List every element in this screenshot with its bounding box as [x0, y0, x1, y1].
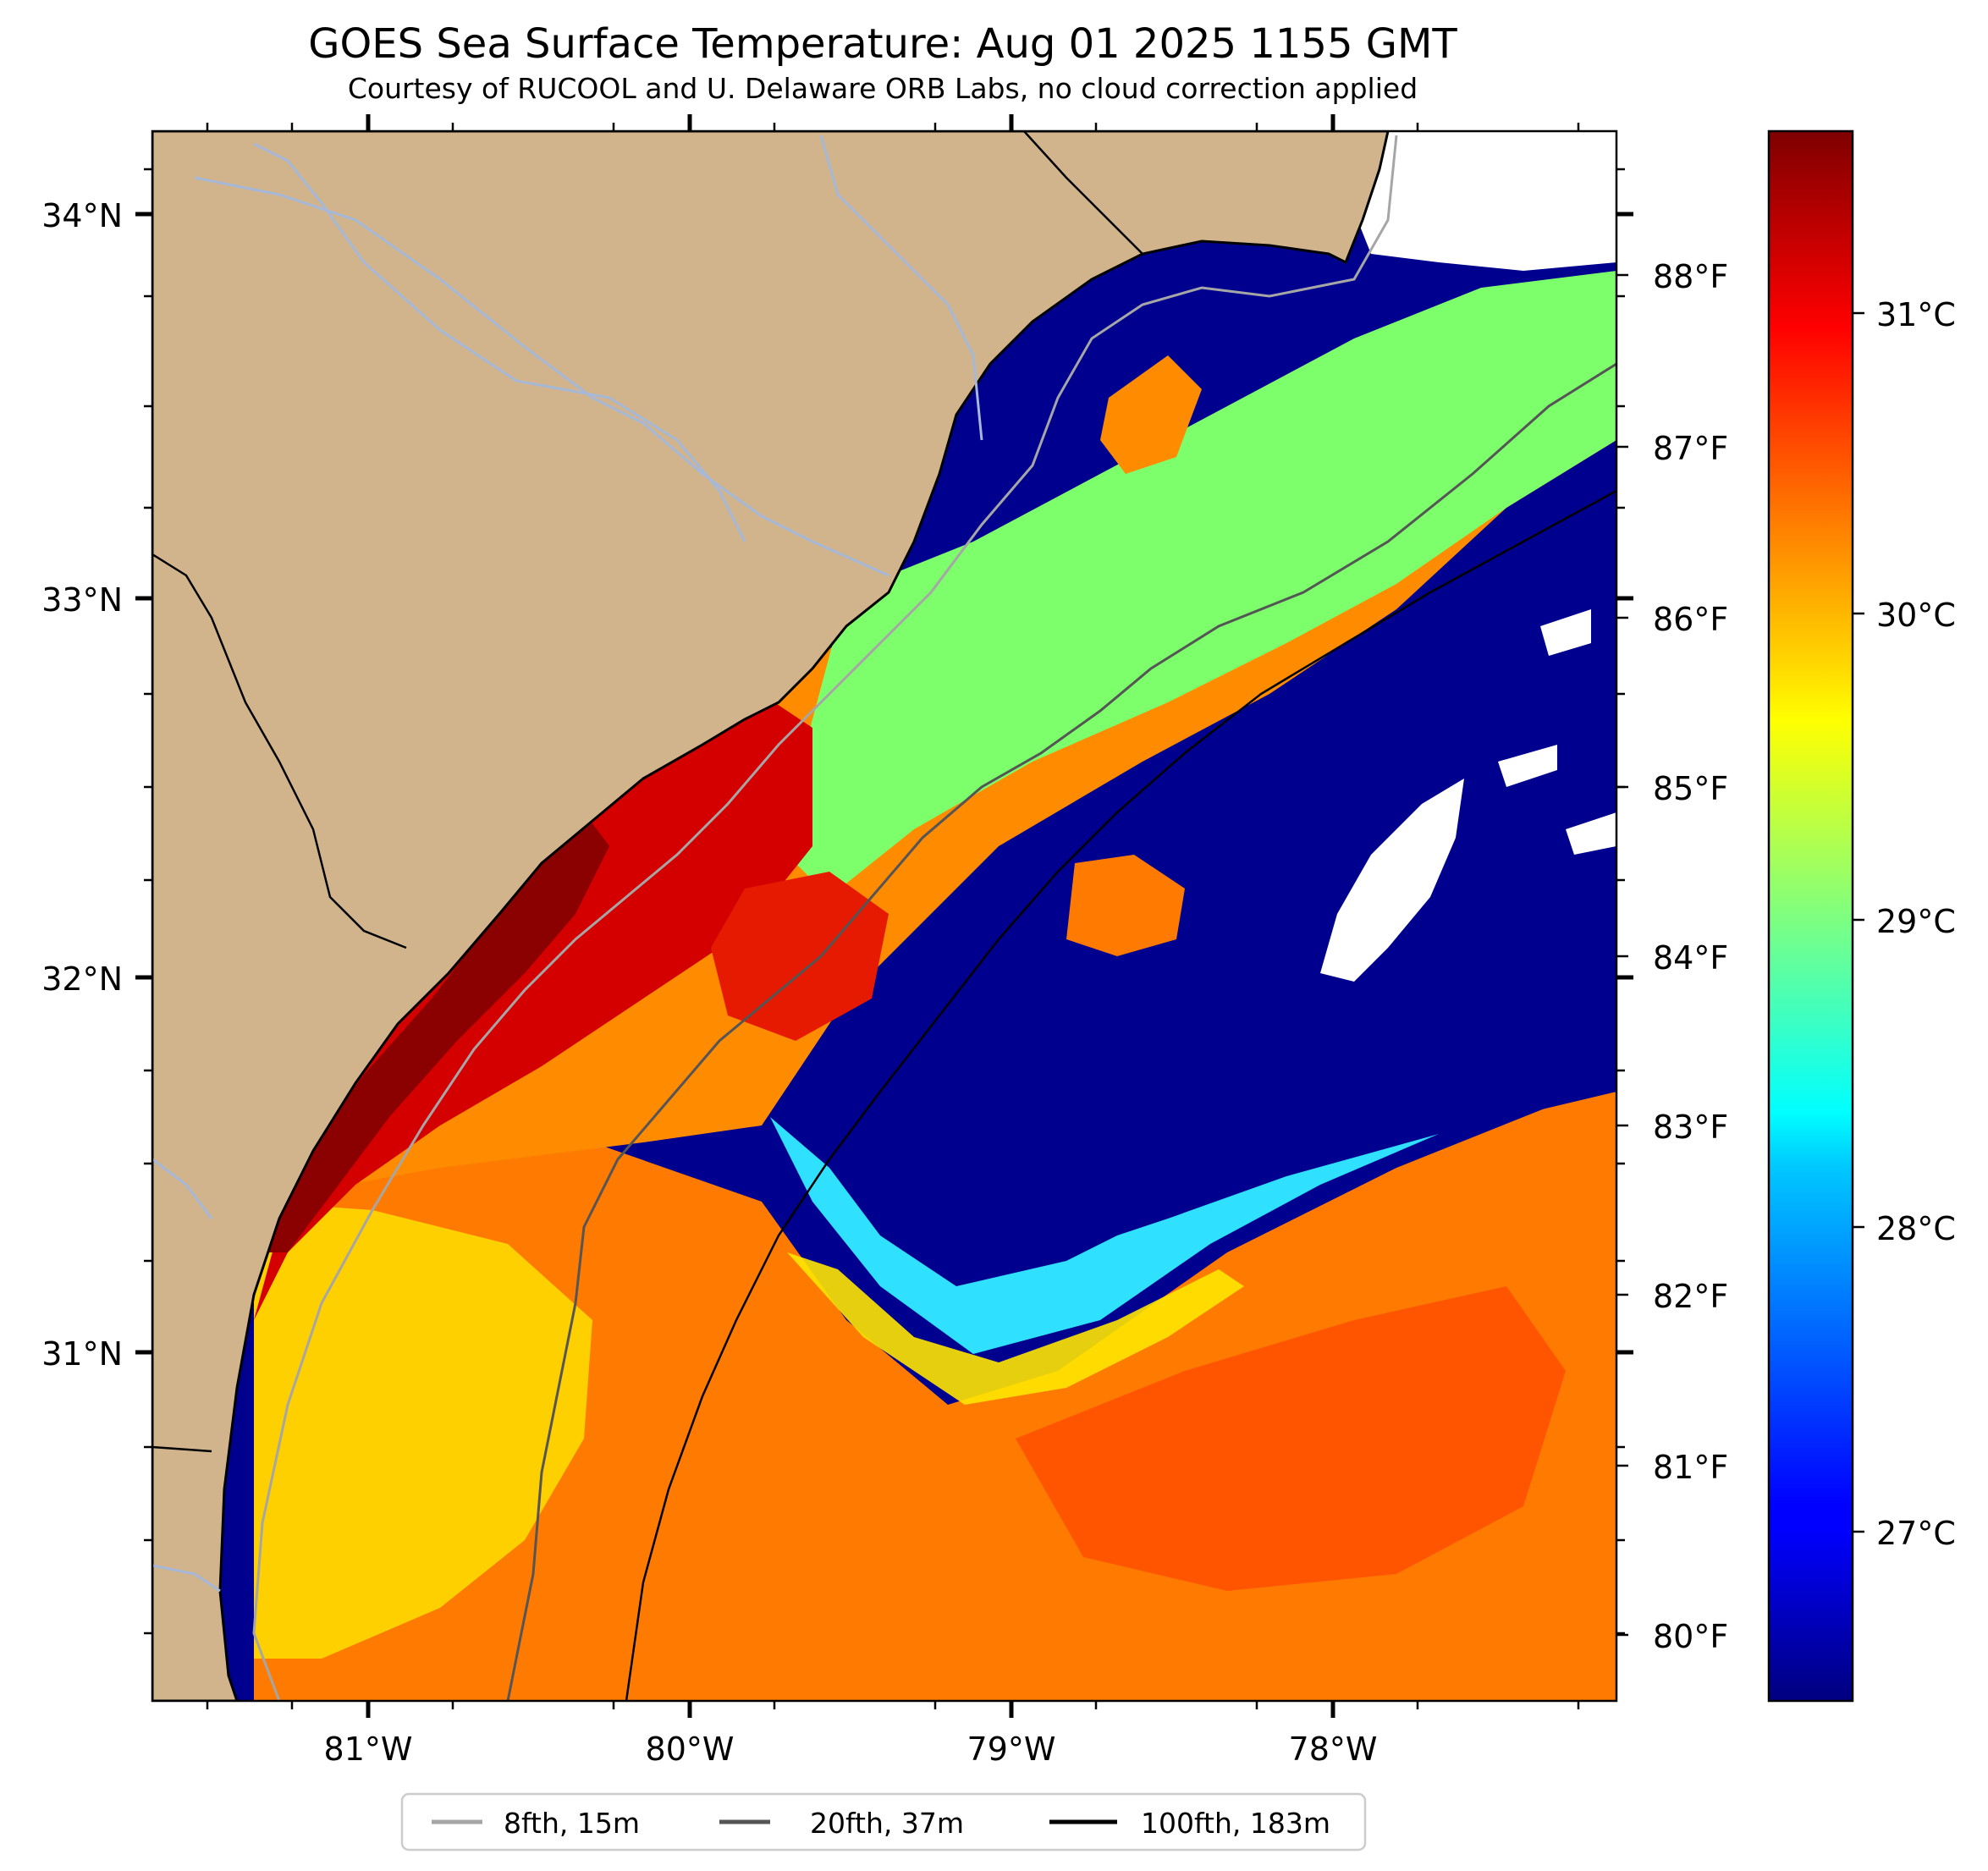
cloud-mask-north [1354, 131, 1616, 271]
colorbar: 31°C 30°C 29°C 28°C 27°C [1767, 129, 1956, 1703]
colorbar-gradient [1767, 129, 1854, 1703]
fahrenheit-label: 88°F [1653, 258, 1728, 295]
lat-label: 31°N [41, 1335, 123, 1373]
map-panel [152, 131, 1616, 1701]
lon-label: 81°W [324, 1731, 413, 1768]
cloud-mask-offshore-2 [1498, 745, 1557, 787]
fahrenheit-label: 85°F [1653, 770, 1728, 807]
legend-label-20fth: 20fth, 37m [810, 1807, 964, 1840]
map-frame [151, 129, 1618, 1703]
minor-ticks [144, 123, 1625, 1709]
figure-subtitle: Courtesy of RUCOOL and U. Delaware ORB L… [348, 72, 1418, 105]
colorbar-ticks [1853, 311, 1864, 1533]
fahrenheit-labels: 88°F 87°F 86°F 85°F 84°F 83°F 82°F 81°F … [1653, 258, 1728, 1655]
lat-label: 33°N [41, 581, 123, 619]
legend-label-100fth: 100fth, 183m [1141, 1807, 1330, 1840]
colorbar-label: 27°C [1876, 1515, 1956, 1552]
figure-title: GOES Sea Surface Temperature: Aug 01 202… [308, 20, 1457, 68]
latitude-labels: 34°N 33°N 32°N 31°N [41, 197, 123, 1373]
lat-label: 32°N [41, 960, 123, 998]
sst-hottest-coastal [254, 812, 609, 1252]
cloud-mask-offshore-3 [1540, 609, 1591, 656]
bathymetry-legend: 8fth, 15m 20fth, 37m 100fth, 183m [400, 1792, 1367, 1852]
sst-inner-shelf [254, 1202, 592, 1659]
cloud-mask-offshore-4 [1566, 812, 1616, 855]
legend-box [400, 1792, 1367, 1852]
bathymetry-contours [252, 135, 1616, 1701]
sst-cold-eddy [846, 931, 1616, 1261]
fahrenheit-label: 80°F [1653, 1618, 1728, 1655]
sst-yellow-band [787, 1252, 1244, 1405]
colorbar-label: 31°C [1876, 296, 1956, 333]
cloud-mask-offshore [1320, 779, 1464, 982]
sst-offshore-orange-patch [1066, 855, 1185, 956]
fahrenheit-label: 87°F [1653, 430, 1728, 467]
sst-hot-nearshore [254, 694, 812, 1320]
sst-north-orange-patch [1100, 355, 1202, 474]
major-ticks [135, 114, 1633, 1718]
sst-red-blob [711, 872, 889, 1041]
fahrenheit-label: 82°F [1653, 1278, 1728, 1315]
lon-label: 78°W [1289, 1731, 1378, 1768]
fahrenheit-label: 84°F [1653, 939, 1728, 977]
rivers [152, 135, 983, 1593]
longitude-labels: 81°W 80°W 79°W 78°W [324, 1731, 1378, 1768]
legend-label-8fth: 8fth, 15m [504, 1807, 640, 1840]
lon-label: 80°W [646, 1731, 735, 1768]
land-mass [152, 131, 1390, 1701]
fahrenheit-ticks [1616, 273, 1628, 1637]
colorbar-label: 28°C [1876, 1210, 1956, 1247]
fahrenheit-label: 81°F [1653, 1449, 1728, 1486]
contour-20fth [506, 362, 1616, 1701]
sst-warm-south-core [1016, 1286, 1566, 1591]
lat-label: 34°N [41, 197, 123, 234]
colorbar-labels: 31°C 30°C 29°C 28°C 27°C [1876, 296, 1956, 1552]
sst-transition-north [779, 271, 1616, 897]
contour-8fth [252, 135, 1398, 1701]
lon-label: 79°W [967, 1731, 1056, 1768]
colorbar-label: 30°C [1876, 597, 1956, 634]
fahrenheit-label: 83°F [1653, 1109, 1728, 1146]
colorbar-label: 29°C [1876, 903, 1956, 940]
contour-100fth [625, 489, 1616, 1701]
state-borders [152, 131, 1143, 1453]
fahrenheit-label: 86°F [1653, 601, 1728, 638]
